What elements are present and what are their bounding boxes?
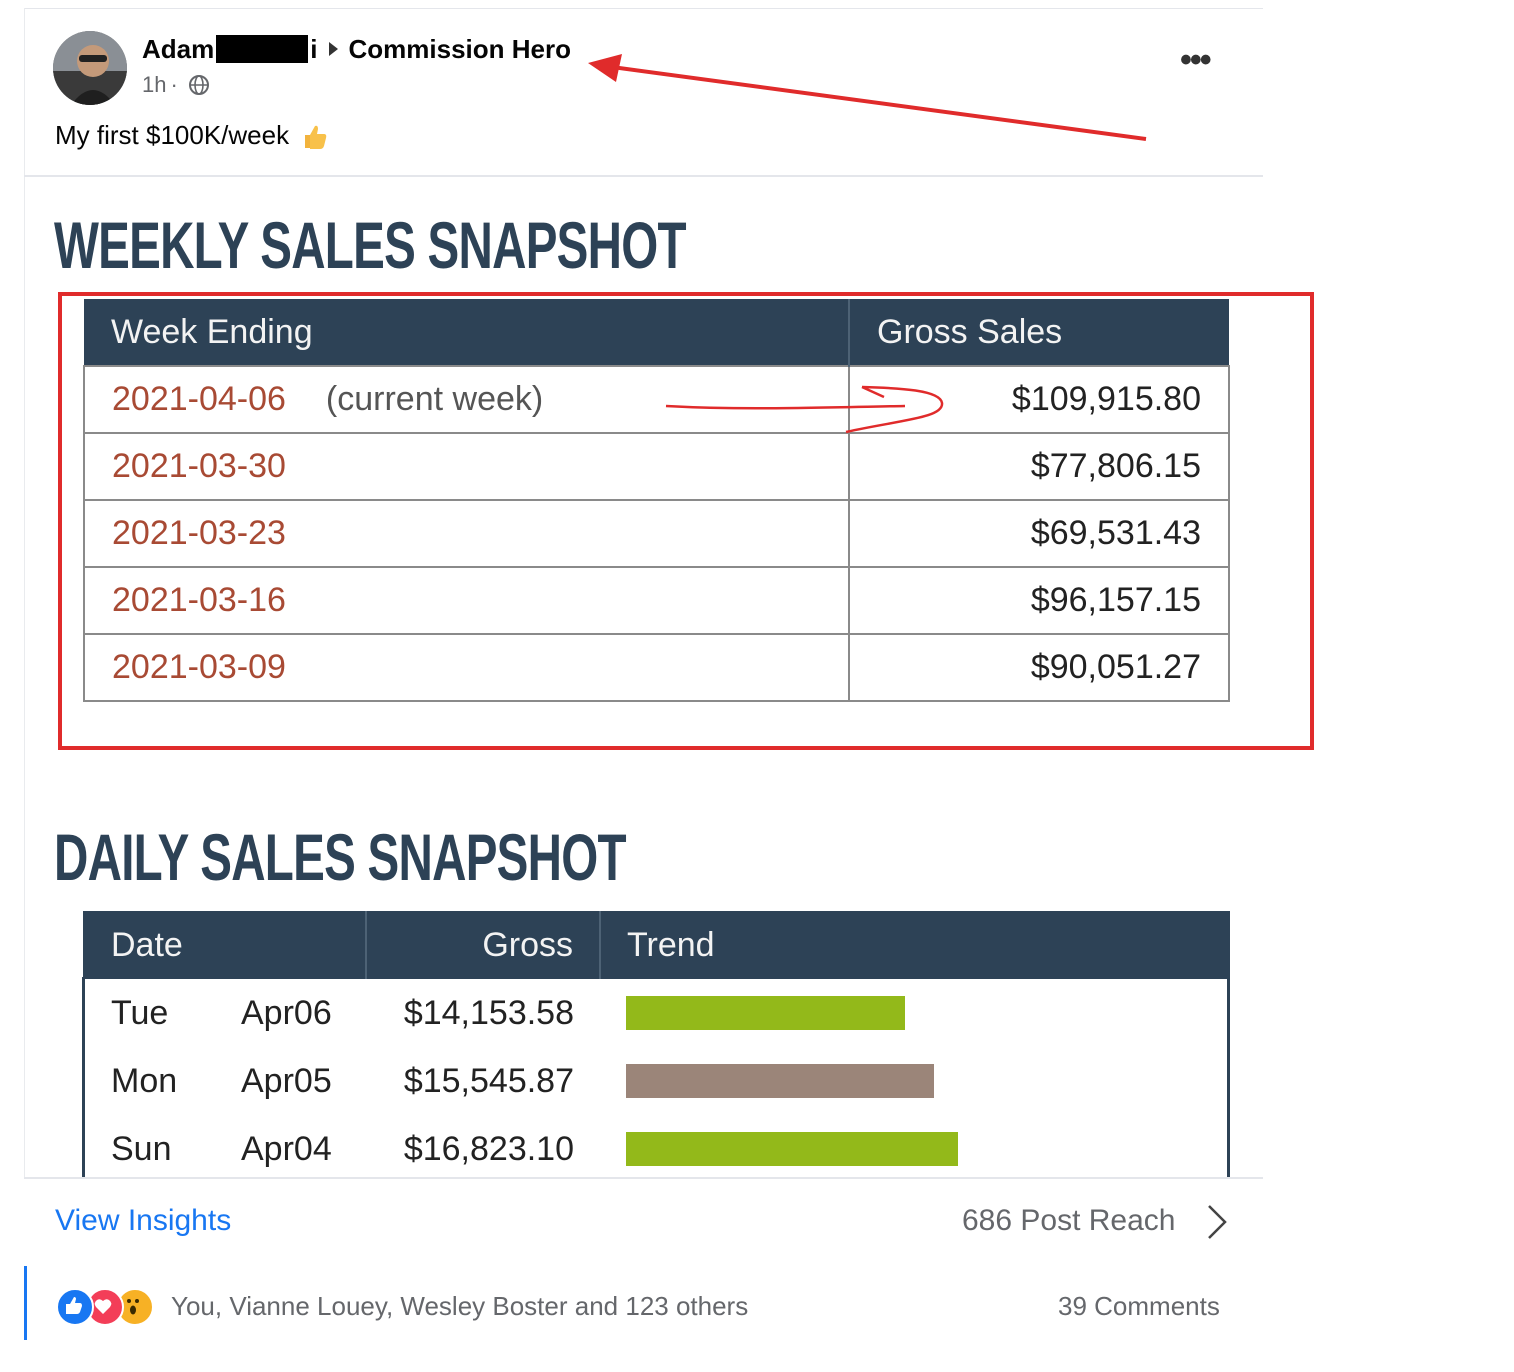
trend-cell — [600, 1115, 1230, 1183]
column-header: Gross Sales — [849, 299, 1229, 366]
week-cell: 2021-03-16 — [83, 566, 850, 635]
table-row: 2021-03-09 $90,051.27 — [83, 633, 1230, 702]
meta-separator: · — [170, 72, 178, 97]
table-row: Sun Apr04 $16,823.10 — [83, 1115, 1230, 1183]
trend-cell — [600, 979, 1230, 1047]
gross-cell: $77,806.15 — [848, 432, 1230, 501]
gross-cell: $109,915.80 — [848, 365, 1230, 434]
weekly-table: Week Ending Gross Sales 2021-04-06 (curre… — [83, 299, 1230, 702]
current-week-note: (current week) — [325, 380, 544, 418]
globe-icon — [188, 75, 209, 95]
view-insights-link[interactable]: View Insights — [55, 1204, 232, 1237]
day-date: Apr05 — [241, 1061, 332, 1100]
week-date: 2021-04-06 — [112, 380, 286, 418]
day-name: Tue — [111, 993, 169, 1032]
post-body: My first $100K/week — [55, 120, 290, 150]
chevron-right-icon[interactable] — [1203, 1203, 1229, 1241]
day-name: Sun — [111, 1129, 172, 1168]
table-border — [1227, 977, 1230, 1177]
week-cell: 2021-03-23 — [83, 499, 850, 568]
table-row: Mon Apr05 $15,545.87 — [83, 1047, 1230, 1115]
divider — [24, 1177, 1263, 1179]
week-cell: 2021-03-30 — [83, 432, 850, 501]
table-row: 2021-04-06 (current week) $109,915.80 — [83, 365, 1230, 434]
author-name-suffix[interactable]: i — [310, 33, 318, 64]
like-reaction-icon — [56, 1288, 94, 1326]
gross-cell: $15,545.87 — [366, 1047, 600, 1115]
day-date: Apr06 — [241, 993, 332, 1032]
reactors-text[interactable]: You, Vianne Louey, Wesley Boster and 123… — [171, 1291, 749, 1321]
day-cell: Mon Apr05 — [83, 1047, 366, 1115]
weekly-title: WEEKLY SALES SNAPSHOT — [54, 208, 687, 282]
trend-bar — [626, 1132, 958, 1166]
table-row: 2021-03-16 $96,157.15 — [83, 566, 1230, 635]
redaction-bar — [216, 35, 309, 63]
day-name: Mon — [111, 1061, 178, 1100]
gross-cell: $96,157.15 — [848, 566, 1230, 635]
gross-cell: $16,823.10 — [366, 1115, 600, 1183]
column-header: Date — [83, 911, 367, 979]
more-icon[interactable]: ••• — [1180, 41, 1212, 79]
week-cell: 2021-03-09 — [83, 633, 850, 702]
trend-cell — [600, 1047, 1230, 1115]
trend-bar — [626, 996, 905, 1030]
comment-accent-bar — [24, 1266, 27, 1340]
table-header-row: Date Gross Trend — [83, 911, 1230, 979]
week-cell: 2021-04-06 (current week) — [83, 365, 850, 434]
comments-count[interactable]: 39 Comments — [1058, 1291, 1220, 1321]
table-row: 2021-03-23 $69,531.43 — [83, 499, 1230, 568]
table-header-row: Week Ending Gross Sales — [84, 299, 1229, 366]
day-cell: Sun Apr04 — [83, 1115, 366, 1183]
card-border — [24, 8, 25, 1178]
post-time[interactable]: 1h — [142, 72, 167, 97]
avatar[interactable] — [53, 31, 127, 105]
reaction-icons[interactable] — [56, 1288, 154, 1326]
trend-bar — [626, 1064, 934, 1098]
gross-cell: $14,153.58 — [366, 979, 600, 1047]
post-text: My first $100K/week — [55, 120, 329, 151]
post-meta: 1h · — [142, 72, 210, 98]
column-header: Trend — [600, 911, 1230, 979]
post-author-line: Adam i Commission Hero — [142, 32, 571, 66]
table-row: Tue Apr06 $14,153.58 — [83, 979, 1230, 1047]
gross-cell: $90,051.27 — [848, 633, 1230, 702]
daily-title: DAILY SALES SNAPSHOT — [54, 820, 627, 894]
post-reach[interactable]: 686 Post Reach — [962, 1204, 1176, 1237]
author-name[interactable]: Adam — [142, 33, 215, 64]
group-name[interactable]: Commission Hero — [348, 33, 571, 64]
divider — [24, 175, 1263, 177]
day-date: Apr04 — [241, 1129, 332, 1168]
caret-right-icon — [329, 42, 339, 56]
daily-table: Date Gross Trend Tue Apr06 $14,153.58 Mon… — [83, 911, 1230, 1183]
column-header: Week Ending — [84, 299, 850, 366]
table-border — [82, 977, 85, 1177]
column-header: Gross — [366, 911, 601, 979]
table-row: 2021-03-30 $77,806.15 — [83, 432, 1230, 501]
thumbs-up-emoji-icon — [305, 125, 327, 149]
day-cell: Tue Apr06 — [83, 979, 366, 1047]
gross-cell: $69,531.43 — [848, 499, 1230, 568]
